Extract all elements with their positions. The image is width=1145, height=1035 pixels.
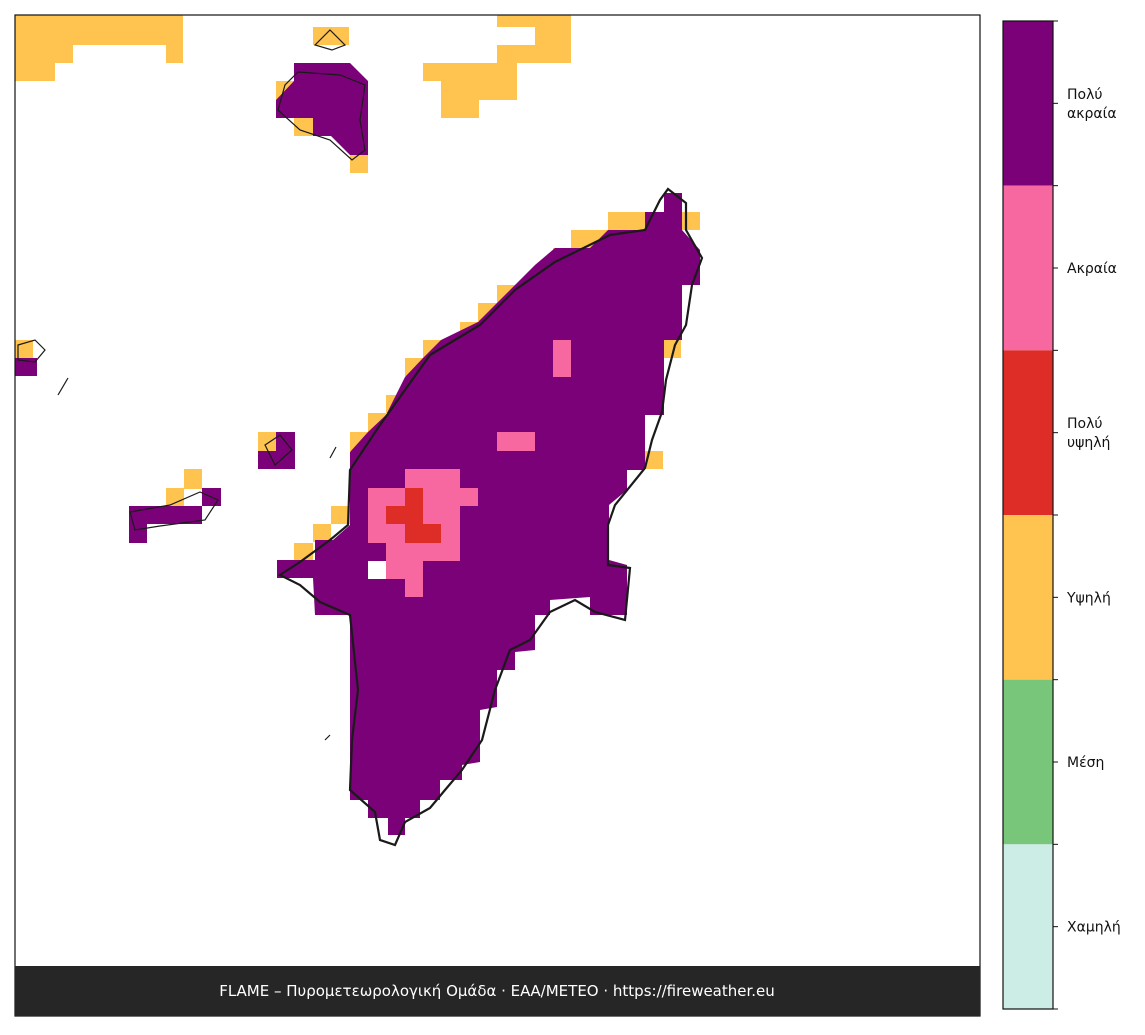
colorbar-label: Πολύ <box>1067 87 1102 103</box>
colorbar-label: Ακραία <box>1067 261 1117 277</box>
footer-text: FLAME – Πυρομετεωρολογική Ομάδα · ΕΑΑ/ME… <box>219 982 775 1000</box>
colorbar-segment <box>1003 21 1053 186</box>
colorbar-label: Μέση <box>1067 755 1104 771</box>
colorbar-label: Πολύ <box>1067 416 1102 432</box>
map-cells <box>15 15 700 835</box>
colorbar-label: υψηλή <box>1067 435 1110 451</box>
footer-bar <box>15 966 980 1016</box>
colorbar-segment <box>1003 350 1053 515</box>
colorbar-label: Χαμηλή <box>1067 920 1121 936</box>
colorbar-frame <box>1002 20 1054 1010</box>
colorbar-segment <box>1003 844 1053 1009</box>
colorbar-segment <box>1003 515 1053 680</box>
colorbar-segment <box>1003 679 1053 845</box>
colorbar-label: ακραία <box>1067 106 1117 122</box>
colorbar: Πολύ ακραία Ακραία Πολύ υψηλή Υψηλή Μέση Χαμηλή <box>1003 20 1121 1010</box>
colorbar-label: Υψηλή <box>1066 590 1111 606</box>
colorbar-segment <box>1003 185 1053 351</box>
coastline <box>17 29 704 847</box>
